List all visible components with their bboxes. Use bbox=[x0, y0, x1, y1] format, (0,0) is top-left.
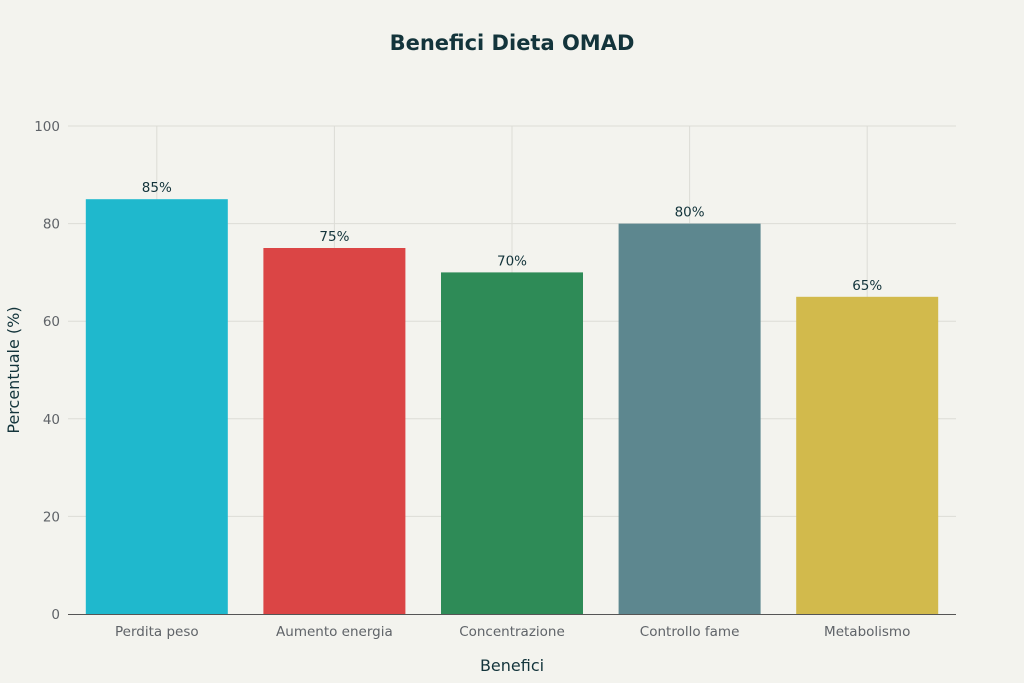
bar bbox=[796, 296, 939, 614]
x-axis-title: Benefici bbox=[480, 656, 544, 675]
data-label: 80% bbox=[675, 205, 705, 221]
data-label: 70% bbox=[497, 253, 527, 269]
y-tick-label: 20 bbox=[43, 509, 60, 525]
x-tick-label: Controllo fame bbox=[640, 624, 740, 640]
x-tick-label: Perdita peso bbox=[115, 624, 199, 640]
chart-title: Benefici Dieta OMAD bbox=[390, 31, 635, 55]
y-tick-label: 0 bbox=[51, 607, 60, 623]
bar bbox=[263, 248, 406, 614]
y-tick-label: 60 bbox=[43, 314, 60, 330]
data-label: 85% bbox=[142, 180, 172, 196]
y-axis-title: Percentuale (%) bbox=[4, 306, 23, 433]
x-tick-label: Metabolismo bbox=[824, 624, 910, 640]
data-label: 75% bbox=[319, 229, 349, 245]
y-tick-label: 40 bbox=[43, 412, 60, 428]
bar bbox=[85, 199, 228, 614]
y-tick-label: 100 bbox=[34, 119, 60, 135]
y-tick-label: 80 bbox=[43, 217, 60, 233]
bar bbox=[441, 272, 583, 614]
x-tick-label: Aumento energia bbox=[276, 624, 393, 640]
data-label: 65% bbox=[852, 278, 882, 294]
bar bbox=[618, 223, 761, 614]
x-tick-label: Concentrazione bbox=[459, 624, 565, 640]
